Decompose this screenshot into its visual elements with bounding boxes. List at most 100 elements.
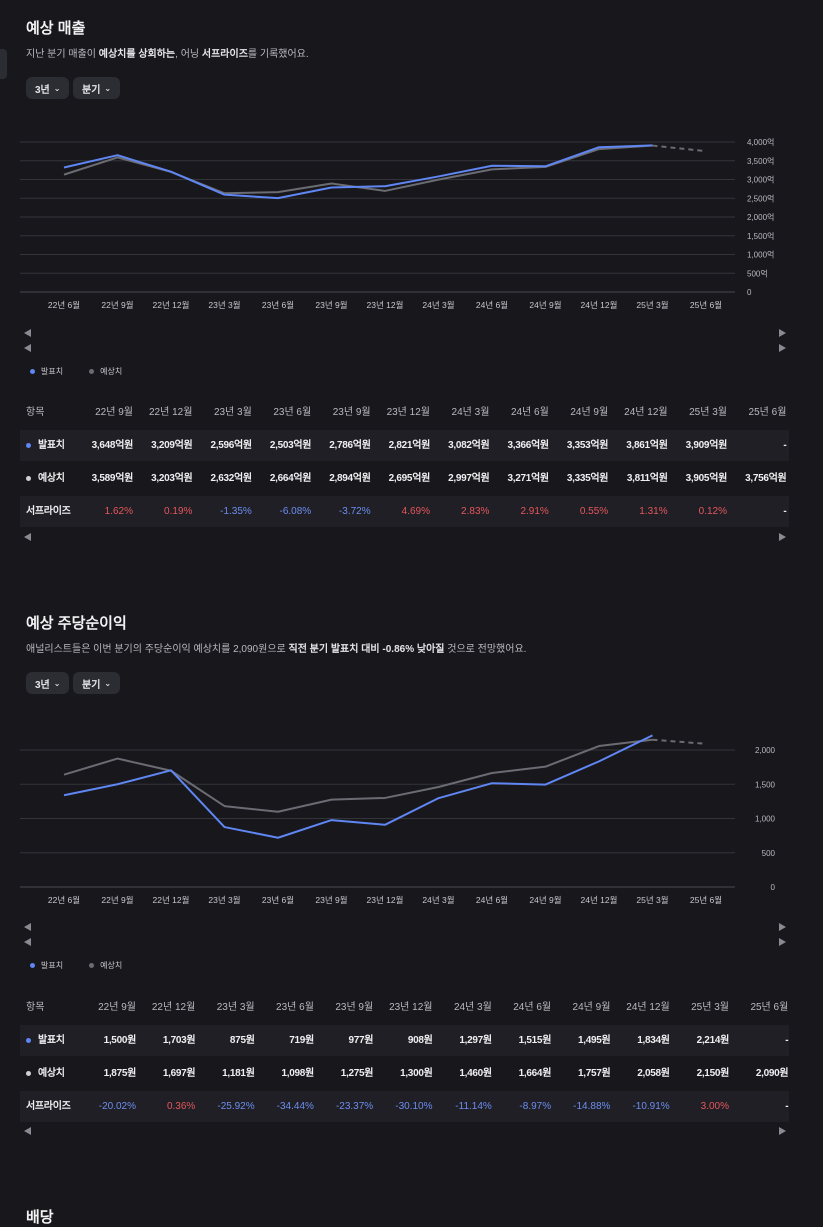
y-tick-label: 1,000 xyxy=(755,815,776,824)
table-header-label: 항목 xyxy=(26,407,45,418)
chart-scroll-right-icon[interactable] xyxy=(779,923,786,931)
row-label: 예상치 xyxy=(26,463,65,494)
table-cell: 1.31% xyxy=(639,506,668,517)
table-cell: 719원 xyxy=(289,1035,314,1046)
table-column-header: 22년 12월 xyxy=(151,1002,196,1013)
table-cell: 977원 xyxy=(348,1035,374,1046)
table-cell: 4.69% xyxy=(401,506,430,517)
table-header-row: 항목 22년 9월 22년 12월 23년 3월 23년 6월 23년 9월 23년 12월… xyxy=(20,397,789,428)
x-tick-label: 24년 9월 xyxy=(529,300,561,310)
chart-scroll-left-icon[interactable] xyxy=(24,938,31,946)
table-row-reported: 발표치 3,648억원 3,209억원 2,596억원 2,503억원 2,786억원 2,… xyxy=(20,430,789,461)
chart-scroll-right-icon[interactable] xyxy=(779,329,786,337)
table-column-header: 25년 3월 xyxy=(689,407,727,418)
eps-legend: 발표치 예상치 xyxy=(30,960,122,971)
table-row-surprise: 서프라이즈 -20.02% 0.36% -25.92% -34.44% -23.37% -3… xyxy=(20,1091,789,1122)
x-tick-label: 25년 6월 xyxy=(690,895,722,905)
revenue-chart: 0 500억 1,000억 1,500억 2,000억 2,500억 3,000억 3,500… xyxy=(20,137,774,310)
table-cell: -30.10% xyxy=(395,1101,433,1112)
table-cell: - xyxy=(785,1035,789,1046)
x-tick-label: 24년 12월 xyxy=(581,300,618,310)
table-column-header: 23년 6월 xyxy=(273,407,312,418)
table-cell: 2,894억원 xyxy=(329,473,371,484)
table-cell: 3,905억원 xyxy=(685,473,728,484)
chart-scroll-left-icon[interactable] xyxy=(24,344,31,352)
chevron-down-icon: ⌄ xyxy=(104,83,112,93)
y-tick-label: 3,500억 xyxy=(747,156,774,166)
chevron-down-icon: ⌄ xyxy=(53,678,61,688)
table-cell: 2,090원 xyxy=(755,1068,789,1079)
table-column-header: 23년 12월 xyxy=(389,1002,433,1013)
table-scroll-left-icon[interactable] xyxy=(24,1127,31,1135)
table-cell: 1,834원 xyxy=(637,1035,670,1046)
revenue-table: 항목 22년 9월 22년 12월 23년 3월 23년 6월 23년 9월 23년 12월… xyxy=(20,397,789,532)
series-line-reported xyxy=(63,734,653,839)
table-cell: 0.12% xyxy=(698,506,727,517)
chevron-down-icon: ⌄ xyxy=(53,83,61,93)
y-tick-label: 2,500억 xyxy=(747,193,774,203)
x-tick-label: 25년 3월 xyxy=(636,895,668,905)
table-cell: 1,500원 xyxy=(103,1035,137,1046)
interval-dropdown[interactable]: 분기 ⌄ xyxy=(73,77,121,99)
chart-scroll-right-icon[interactable] xyxy=(779,938,786,946)
table-cell: 3,203억원 xyxy=(151,473,193,484)
table-cell: 908원 xyxy=(407,1035,433,1046)
eps-description: 애널리스트들은 이번 분기의 주당순이익 예상치를 2,090원으로 직전 분기… xyxy=(26,644,527,655)
table-cell: 1,460원 xyxy=(459,1068,492,1079)
table-cell: 2,596억원 xyxy=(210,440,252,451)
table-cell: - xyxy=(783,440,787,451)
row-label: 서프라이즈 xyxy=(26,1101,71,1112)
table-cell: 2,786억원 xyxy=(329,440,371,451)
table-cell: 1,875원 xyxy=(103,1068,137,1079)
table-cell: 3.00% xyxy=(700,1101,729,1112)
period-dropdown[interactable]: 3년 ⌄ xyxy=(26,77,70,99)
table-cell: 1,697원 xyxy=(162,1068,196,1079)
legend-item-reported: 발표치 xyxy=(30,960,63,971)
x-tick-label: 23년 9월 xyxy=(315,300,347,310)
eps-table: 항목 22년 9월 22년 12월 23년 3월 23년 6월 23년 9월 23년 12월… xyxy=(20,992,789,1127)
eps-chart: 0 500 1,000 1,500 2,000 22년 6월 22년 9월 22년 12월 23… xyxy=(20,734,776,905)
table-cell: 3,335억원 xyxy=(566,473,609,484)
table-cell: 3,861억원 xyxy=(626,440,668,451)
table-cell: -11.14% xyxy=(455,1101,492,1112)
table-column-header: 24년 12월 xyxy=(626,1002,670,1013)
period-dropdown[interactable]: 3년 ⌄ xyxy=(26,672,70,694)
y-tick-label: 4,000억 xyxy=(747,137,774,147)
table-cell: 1,515원 xyxy=(518,1035,552,1046)
table-cell: - xyxy=(783,506,787,517)
series-line-estimate xyxy=(63,738,653,813)
table-cell: -10.91% xyxy=(632,1101,670,1112)
table-cell: -20.02% xyxy=(98,1101,136,1112)
table-cell: -3.72% xyxy=(338,506,371,517)
chart-scroll-right-icon[interactable] xyxy=(779,344,786,352)
table-scroll-right-icon[interactable] xyxy=(779,533,786,541)
table-cell: -34.44% xyxy=(276,1101,314,1112)
table-cell: -8.97% xyxy=(519,1101,552,1112)
table-cell: 1,297원 xyxy=(459,1035,492,1046)
table-row-reported: 발표치 1,500원 1,703원 875원 719원 977원 908원 1,297원 1,5… xyxy=(20,1025,789,1056)
dividend-title: 배당 xyxy=(26,1209,54,1226)
table-scroll-left-icon[interactable] xyxy=(24,533,31,541)
table-column-header: 23년 9월 xyxy=(332,407,371,418)
y-tick-label: 2,000억 xyxy=(747,212,774,222)
table-row-estimate: 예상치 3,589억원 3,203억원 2,632억원 2,664억원 2,894억원 2,… xyxy=(20,463,789,494)
table-cell: 0.36% xyxy=(166,1101,196,1112)
table-scroll-right-icon[interactable] xyxy=(779,1127,786,1135)
table-column-header: 25년 3월 xyxy=(691,1002,729,1013)
x-tick-label: 22년 12월 xyxy=(153,895,190,905)
x-tick-label: 24년 9월 xyxy=(529,895,561,905)
table-cell: 3,082억원 xyxy=(448,440,490,451)
side-panel-tab[interactable] xyxy=(0,49,7,79)
interval-dropdown[interactable]: 분기 ⌄ xyxy=(73,672,121,694)
table-row-surprise: 서프라이즈 1.62% 0.19% -1.35% -6.08% -3.72% 4.69% 2.… xyxy=(20,496,789,527)
series-line-estimate-forecast xyxy=(652,144,707,153)
x-tick-label: 24년 3월 xyxy=(422,895,454,905)
table-column-header: 22년 9월 xyxy=(95,407,133,418)
chart-scroll-left-icon[interactable] xyxy=(24,923,31,931)
row-label: 발표치 xyxy=(26,430,65,461)
chart-scroll-left-icon[interactable] xyxy=(24,329,31,337)
table-cell: 2,503억원 xyxy=(269,440,312,451)
table-header-label: 항목 xyxy=(26,1002,45,1013)
x-tick-label: 22년 9월 xyxy=(101,300,133,310)
table-column-header: 25년 6월 xyxy=(750,1002,789,1013)
